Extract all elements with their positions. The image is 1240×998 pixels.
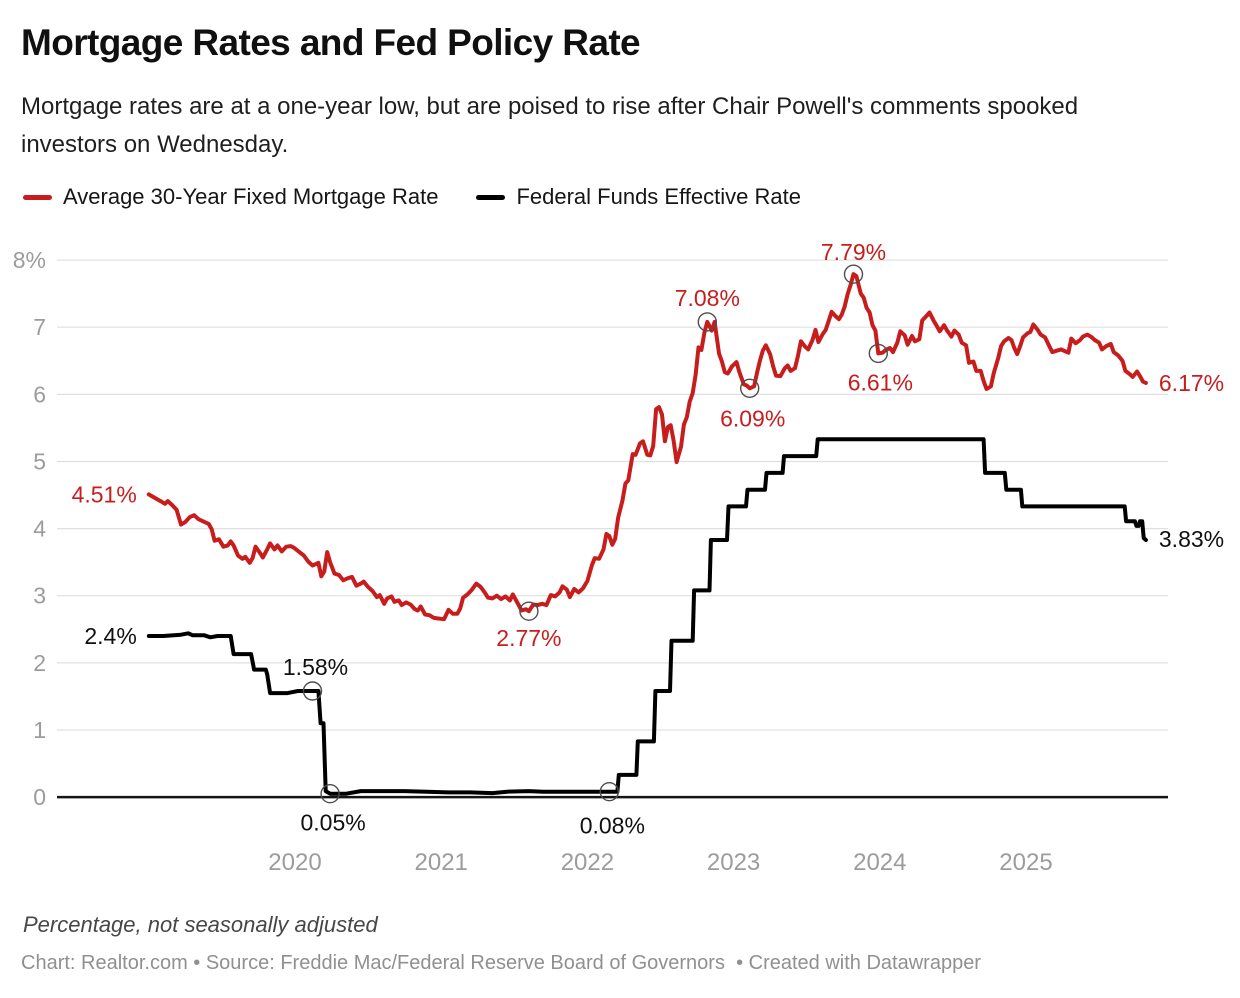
annotation-label-005: 0.05% [300,810,365,836]
legend: Average 30-Year Fixed Mortgage Rate Fede… [23,184,801,210]
y-axis-label: 0 [33,784,46,810]
legend-item-fed: Federal Funds Effective Rate [476,184,801,210]
annotation-marker-icon [843,264,864,284]
annotation-marker-icon [320,784,340,804]
fed-line-swatch-icon [476,194,506,200]
annotation-label-779: 7.79% [821,239,886,265]
legend-label-fed: Federal Funds Effective Rate [516,184,801,209]
series-line-fed [146,437,1148,796]
annotation-marker-icon [599,782,619,802]
annotation-marker-icon [740,378,760,399]
y-axis-label: 1 [33,717,46,743]
annotation-label-277: 2.77% [496,625,561,651]
legend-item-mortgage: Average 30-Year Fixed Mortgage Rate [23,184,438,210]
x-axis-label: 2025 [999,849,1052,876]
y-axis-label: 2 [33,650,46,676]
annotation-label-24: 2.4% [84,623,136,649]
annotation-label-609: 6.09% [720,405,785,431]
annotation-label-708: 7.08% [675,285,740,311]
annotation-label-008: 0.08% [580,813,645,839]
annotation-label-158: 1.58% [283,654,348,680]
x-axis-label: 2022 [561,849,614,876]
x-axis-label: 2024 [853,849,906,876]
chart-area: 8% 7 6 5 4 3 2 1 0 2020 2021 2022 2023 2024 2025 4.51% 2… [0,225,1240,890]
y-axis-label: 6 [33,381,46,407]
annotation-label-617: 6.17% [1159,370,1224,396]
annotation-marker-icon [302,681,323,701]
chart-subtitle: Mortgage rates are at a one-year low, bu… [21,93,1079,158]
annotation-label-383: 3.83% [1159,526,1224,552]
y-axis-label: 5 [33,449,46,475]
y-axis-label: 3 [33,583,46,609]
annotation-marker-icon [697,312,717,332]
y-axis-label: 7 [33,314,46,340]
axis-note: Percentage, not seasonally adjusted [23,912,378,937]
annotation-label-661: 6.61% [848,369,913,395]
x-axis-label: 2021 [415,849,468,876]
page-title: Mortgage Rates and Fed Policy Rate [21,22,641,63]
y-axis-label: 8% [13,247,46,273]
series-line-mortgage [146,272,1148,622]
annotation-marker-icon [519,601,539,621]
x-axis-label: 2020 [268,849,321,876]
source-credit: Chart: Realtor.com • Source: Freddie Mac… [21,952,981,974]
x-axis-label: 2023 [707,849,760,876]
mortgage-line-swatch-icon [23,194,52,200]
chart-svg: 8% 7 6 5 4 3 2 1 0 2020 2021 2022 2023 2024 2025 4.51% 2… [13,239,1224,876]
annotation-marker-icon [868,343,888,364]
legend-label-mortgage: Average 30-Year Fixed Mortgage Rate [63,184,439,209]
y-axis-label: 4 [33,516,46,542]
annotation-label-451: 4.51% [72,481,137,507]
